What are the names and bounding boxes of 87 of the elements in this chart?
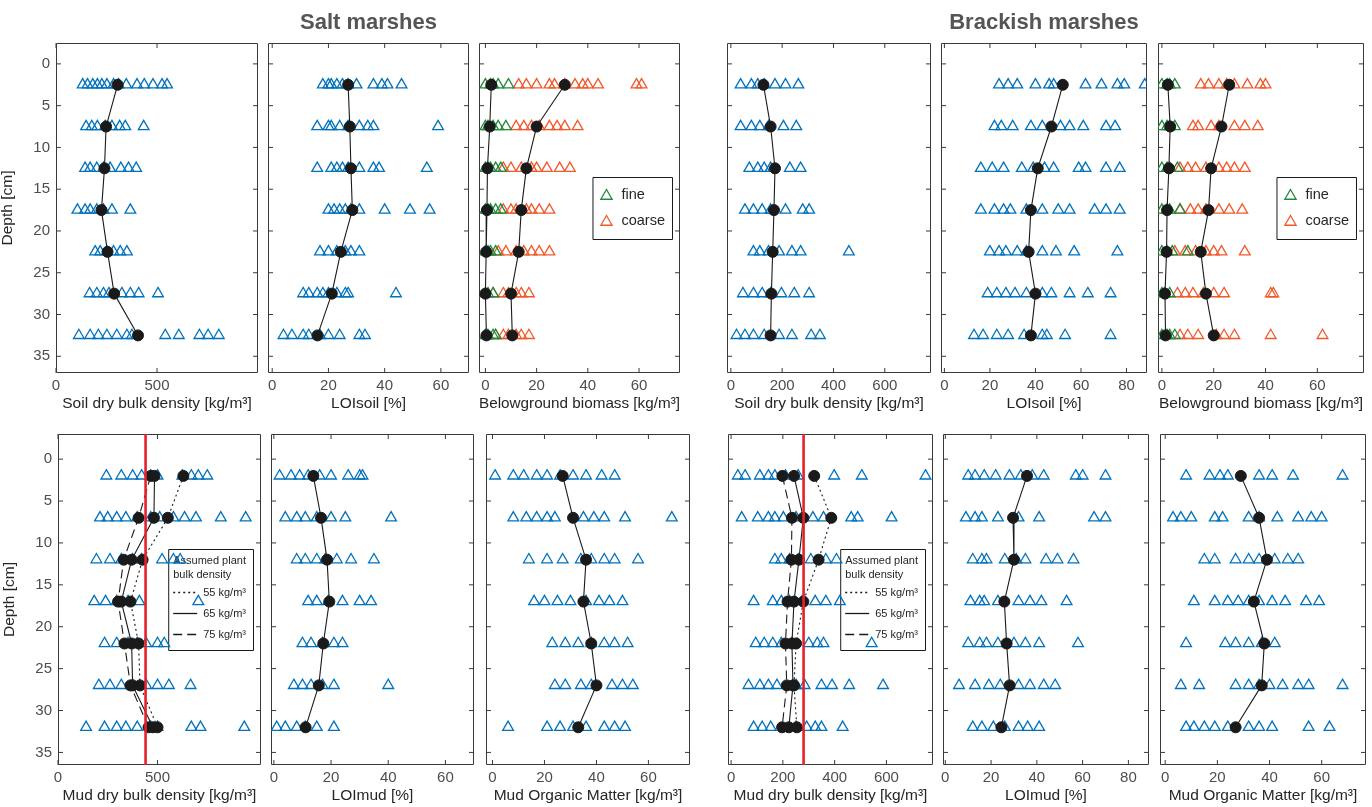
x-tick-label: 0 [488, 768, 497, 786]
x-axis-title: Belowground biomass [kg/m³] [479, 393, 680, 411]
x-tick-label: 80 [1120, 768, 1137, 786]
y-tick-label: 15 [35, 574, 52, 592]
legend-label: 75 kg/m³ [875, 627, 919, 640]
x-tick-label: 200 [770, 768, 796, 786]
x-tick-label: 60 [1074, 768, 1091, 786]
x-tick-label: 40 [579, 376, 597, 394]
x-tick-label: 0 [1157, 376, 1167, 394]
x-axis-title: LOIsoil [%] [1006, 393, 1082, 411]
x-tick-label: 0 [268, 376, 277, 394]
x-axis-title: LOImud [%] [1005, 785, 1087, 803]
y-tick-label: 15 [33, 179, 50, 197]
x-tick-label: 400 [822, 768, 848, 786]
legend-label: 55 kg/m³ [203, 585, 247, 598]
x-tick-label: 600 [872, 376, 898, 394]
legend-label: 55 kg/m³ [875, 585, 919, 598]
x-tick-label: 40 [588, 768, 605, 786]
y-tick-label: 20 [33, 221, 50, 239]
y-tick-label: 10 [35, 533, 52, 551]
legend-title: Assumed plant bulk density [845, 554, 918, 581]
y-tick-label: 5 [43, 491, 52, 509]
y-tick-label: 25 [33, 262, 50, 280]
y-tick-label: 0 [41, 54, 50, 72]
x-tick-label: 500 [144, 768, 171, 786]
y-tick-label: 35 [33, 346, 50, 364]
x-axis-title: Soil dry bulk density [kg/m³] [62, 393, 252, 411]
x-tick-label: 60 [640, 768, 657, 786]
x-tick-label: 60 [437, 768, 454, 786]
x-tick-label: 60 [1309, 376, 1326, 394]
x-tick-label: 20 [536, 768, 553, 786]
x-axis-title: Mud dry bulk density [kg/m³] [733, 785, 928, 803]
x-tick-label: 40 [1261, 768, 1278, 786]
x-tick-label: 0 [940, 376, 949, 394]
x-tick-label: 400 [820, 376, 847, 394]
x-axis-title: Belowground biomass [kg/m³] [1158, 393, 1364, 411]
x-tick-label: 20 [322, 768, 340, 786]
x-tick-label: 40 [376, 376, 394, 394]
legend-label: 75 kg/m³ [203, 627, 247, 640]
x-tick-label: 60 [1072, 376, 1090, 394]
x-tick-label: 0 [941, 768, 950, 786]
x-tick-label: 20 [981, 376, 999, 394]
x-tick-label: 200 [769, 376, 795, 394]
y-axis-title: Depth [cm] [0, 170, 15, 246]
x-tick-label: 500 [144, 376, 170, 394]
x-tick-label: 20 [982, 768, 1000, 786]
x-tick-label: 80 [1118, 376, 1135, 394]
y-tick-label: 0 [43, 449, 52, 467]
x-axis-title: LOImud [%] [331, 785, 414, 803]
y-tick-label: 10 [33, 137, 50, 155]
x-tick-label: 0 [726, 768, 736, 786]
y-tick-label: 5 [41, 95, 50, 113]
legend-label: 65 kg/m³ [875, 606, 919, 619]
x-tick-label: 0 [1161, 768, 1170, 786]
y-tick-label: 20 [35, 616, 52, 634]
x-tick-label: 20 [528, 376, 545, 394]
x-tick-label: 20 [320, 376, 337, 394]
x-tick-label: 40 [1257, 376, 1274, 394]
x-axis-title: Mud Organic Matter [kg/m³] [1168, 785, 1358, 803]
chart-title: Salt marshes [300, 9, 437, 35]
x-tick-label: 60 [432, 376, 450, 394]
legend-label: fine [1305, 186, 1329, 202]
legend-label: coarse [1305, 212, 1350, 228]
x-axis-title: Soil dry bulk density [kg/m³] [734, 393, 924, 411]
legend-label: coarse [621, 212, 666, 228]
chart-title: Brackish marshes [949, 9, 1139, 35]
y-tick-label: 35 [35, 742, 52, 760]
x-tick-label: 40 [379, 768, 397, 786]
x-tick-label: 0 [481, 376, 490, 394]
legend-label: fine [621, 186, 645, 202]
x-tick-label: 60 [1313, 768, 1331, 786]
y-tick-label: 30 [35, 700, 52, 718]
y-tick-label: 25 [35, 658, 52, 676]
x-tick-label: 40 [1028, 768, 1046, 786]
legend-label: 65 kg/m³ [203, 606, 247, 619]
x-tick-label: 0 [269, 768, 279, 786]
x-axis-title: Mud dry bulk density [kg/m³] [62, 785, 257, 803]
x-tick-label: 600 [873, 768, 899, 786]
y-axis-title: Depth [cm] [0, 562, 17, 637]
y-tick-label: 30 [33, 304, 50, 322]
x-tick-label: 20 [1209, 768, 1226, 786]
x-axis-title: Mud Organic Matter [kg/m³] [493, 785, 683, 803]
x-tick-label: 0 [726, 376, 736, 394]
x-axis-title: LOIsoil [%] [331, 393, 406, 411]
x-tick-label: 20 [1205, 376, 1223, 394]
x-tick-label: 60 [630, 376, 648, 394]
x-tick-label: 40 [1027, 376, 1044, 394]
